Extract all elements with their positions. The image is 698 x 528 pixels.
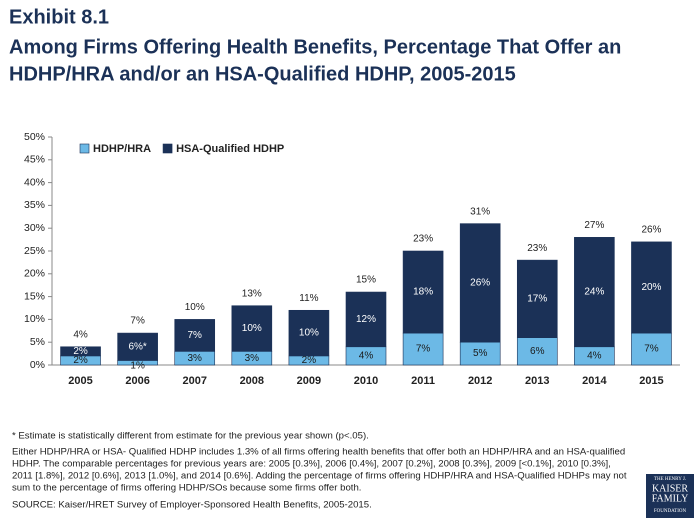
- value-label: 10%: [299, 328, 319, 339]
- bar-segment: [345, 291, 387, 348]
- footnote: SOURCE: Kaiser/HRET Survey of Employer-S…: [12, 500, 372, 511]
- x-tick-label: 2011: [411, 375, 435, 387]
- logo-text: THE HENRY J.: [654, 477, 686, 482]
- x-tick-label: 2005: [68, 375, 92, 387]
- value-label: 12%: [356, 314, 376, 325]
- footnote: HDHP. The comparable percentages for pre…: [12, 459, 611, 470]
- x-tick-label: 2013: [525, 375, 549, 387]
- y-tick-label: 50%: [24, 131, 45, 143]
- y-tick-label: 45%: [24, 154, 45, 166]
- x-tick-label: 2008: [240, 375, 264, 387]
- y-tick-label: 30%: [24, 222, 45, 234]
- value-label: 2%: [302, 355, 317, 366]
- bar-segment: [402, 250, 444, 334]
- value-label: 7%: [644, 344, 659, 355]
- y-tick-label: 40%: [24, 176, 45, 188]
- value-label: 18%: [413, 287, 433, 298]
- legend-swatch: [79, 143, 90, 154]
- value-label: 4%: [359, 351, 374, 362]
- y-tick-label: 15%: [24, 290, 45, 302]
- total-label: 15%: [356, 275, 376, 286]
- total-label: 26%: [641, 225, 661, 236]
- total-label: 13%: [242, 288, 262, 299]
- x-tick-label: 2014: [582, 375, 607, 387]
- total-label: 4%: [73, 329, 88, 340]
- legend-swatch: [162, 143, 173, 154]
- value-label: 1%: [130, 360, 145, 371]
- y-tick-label: 25%: [24, 245, 45, 257]
- bar-segment: [631, 332, 672, 366]
- bar-segment: [402, 332, 444, 366]
- logo-box: [646, 474, 694, 518]
- logo-text: FAMILY: [652, 493, 689, 504]
- footnote: Either HDHP/HRA or HSA- Qualified HDHP i…: [12, 447, 625, 458]
- bar-segment: [231, 305, 273, 352]
- x-tick-label: 2006: [125, 375, 149, 387]
- logo-text: KAISER: [652, 483, 688, 494]
- value-label: 24%: [584, 287, 604, 298]
- total-label: 10%: [185, 302, 205, 313]
- value-label: 17%: [527, 294, 547, 305]
- total-label: 11%: [299, 293, 318, 304]
- x-tick-label: 2007: [182, 375, 206, 387]
- x-tick-label: 2009: [297, 375, 321, 387]
- value-label: 3%: [245, 353, 260, 364]
- value-label: 26%: [470, 278, 490, 289]
- logo-text: FOUNDATION: [654, 509, 687, 514]
- y-tick-label: 10%: [24, 313, 45, 325]
- value-label: 20%: [641, 282, 661, 293]
- legend-label: HSA-Qualified HDHP: [176, 143, 284, 155]
- y-tick-label: 20%: [24, 268, 45, 280]
- value-label: 6%*: [128, 341, 146, 352]
- bar-segment: [174, 319, 216, 352]
- chart-title: Among Firms Offering Health Benefits, Pe…: [9, 36, 621, 58]
- bar-segment: [117, 332, 158, 361]
- x-tick-label: 2012: [468, 375, 492, 387]
- total-label: 23%: [527, 243, 547, 254]
- bar-segment: [60, 346, 101, 357]
- value-label: 4%: [587, 351, 602, 362]
- value-label: 3%: [188, 353, 203, 364]
- total-label: 27%: [584, 220, 604, 231]
- x-tick-label: 2010: [354, 375, 378, 387]
- footnote: * Estimate is statistically different fr…: [12, 431, 369, 442]
- x-tick-label: 2015: [639, 375, 663, 387]
- value-label: 7%: [416, 344, 431, 355]
- bar-segment: [459, 223, 501, 343]
- footnote: 2011 [1.8%], 2012 [0.6%], 2013 [1.0%], a…: [12, 471, 627, 482]
- bar-segment: [574, 237, 615, 348]
- total-label: 31%: [470, 206, 490, 217]
- y-tick-label: 0%: [30, 359, 45, 371]
- chart-title: HDHP/HRA and/or an HSA-Qualified HDHP, 2…: [9, 63, 516, 85]
- bar-segment: [288, 309, 330, 357]
- y-tick-label: 5%: [30, 336, 45, 348]
- exhibit-label: Exhibit 8.1: [9, 6, 109, 28]
- bar-segment: [631, 241, 672, 334]
- legend-label: HDHP/HRA: [93, 143, 151, 155]
- value-label: 2%: [73, 346, 88, 357]
- footnote: sum to the percentage of firms offering …: [12, 483, 361, 494]
- value-label: 2%: [73, 355, 88, 366]
- y-tick-label: 35%: [24, 199, 45, 211]
- total-label: 7%: [130, 316, 145, 327]
- total-label: 23%: [413, 234, 433, 245]
- bar-segment: [516, 259, 558, 338]
- value-label: 7%: [188, 330, 203, 341]
- value-label: 6%: [530, 346, 545, 357]
- value-label: 10%: [242, 323, 262, 334]
- value-label: 5%: [473, 348, 488, 359]
- bar-segment: [516, 337, 558, 366]
- logo: [646, 474, 694, 518]
